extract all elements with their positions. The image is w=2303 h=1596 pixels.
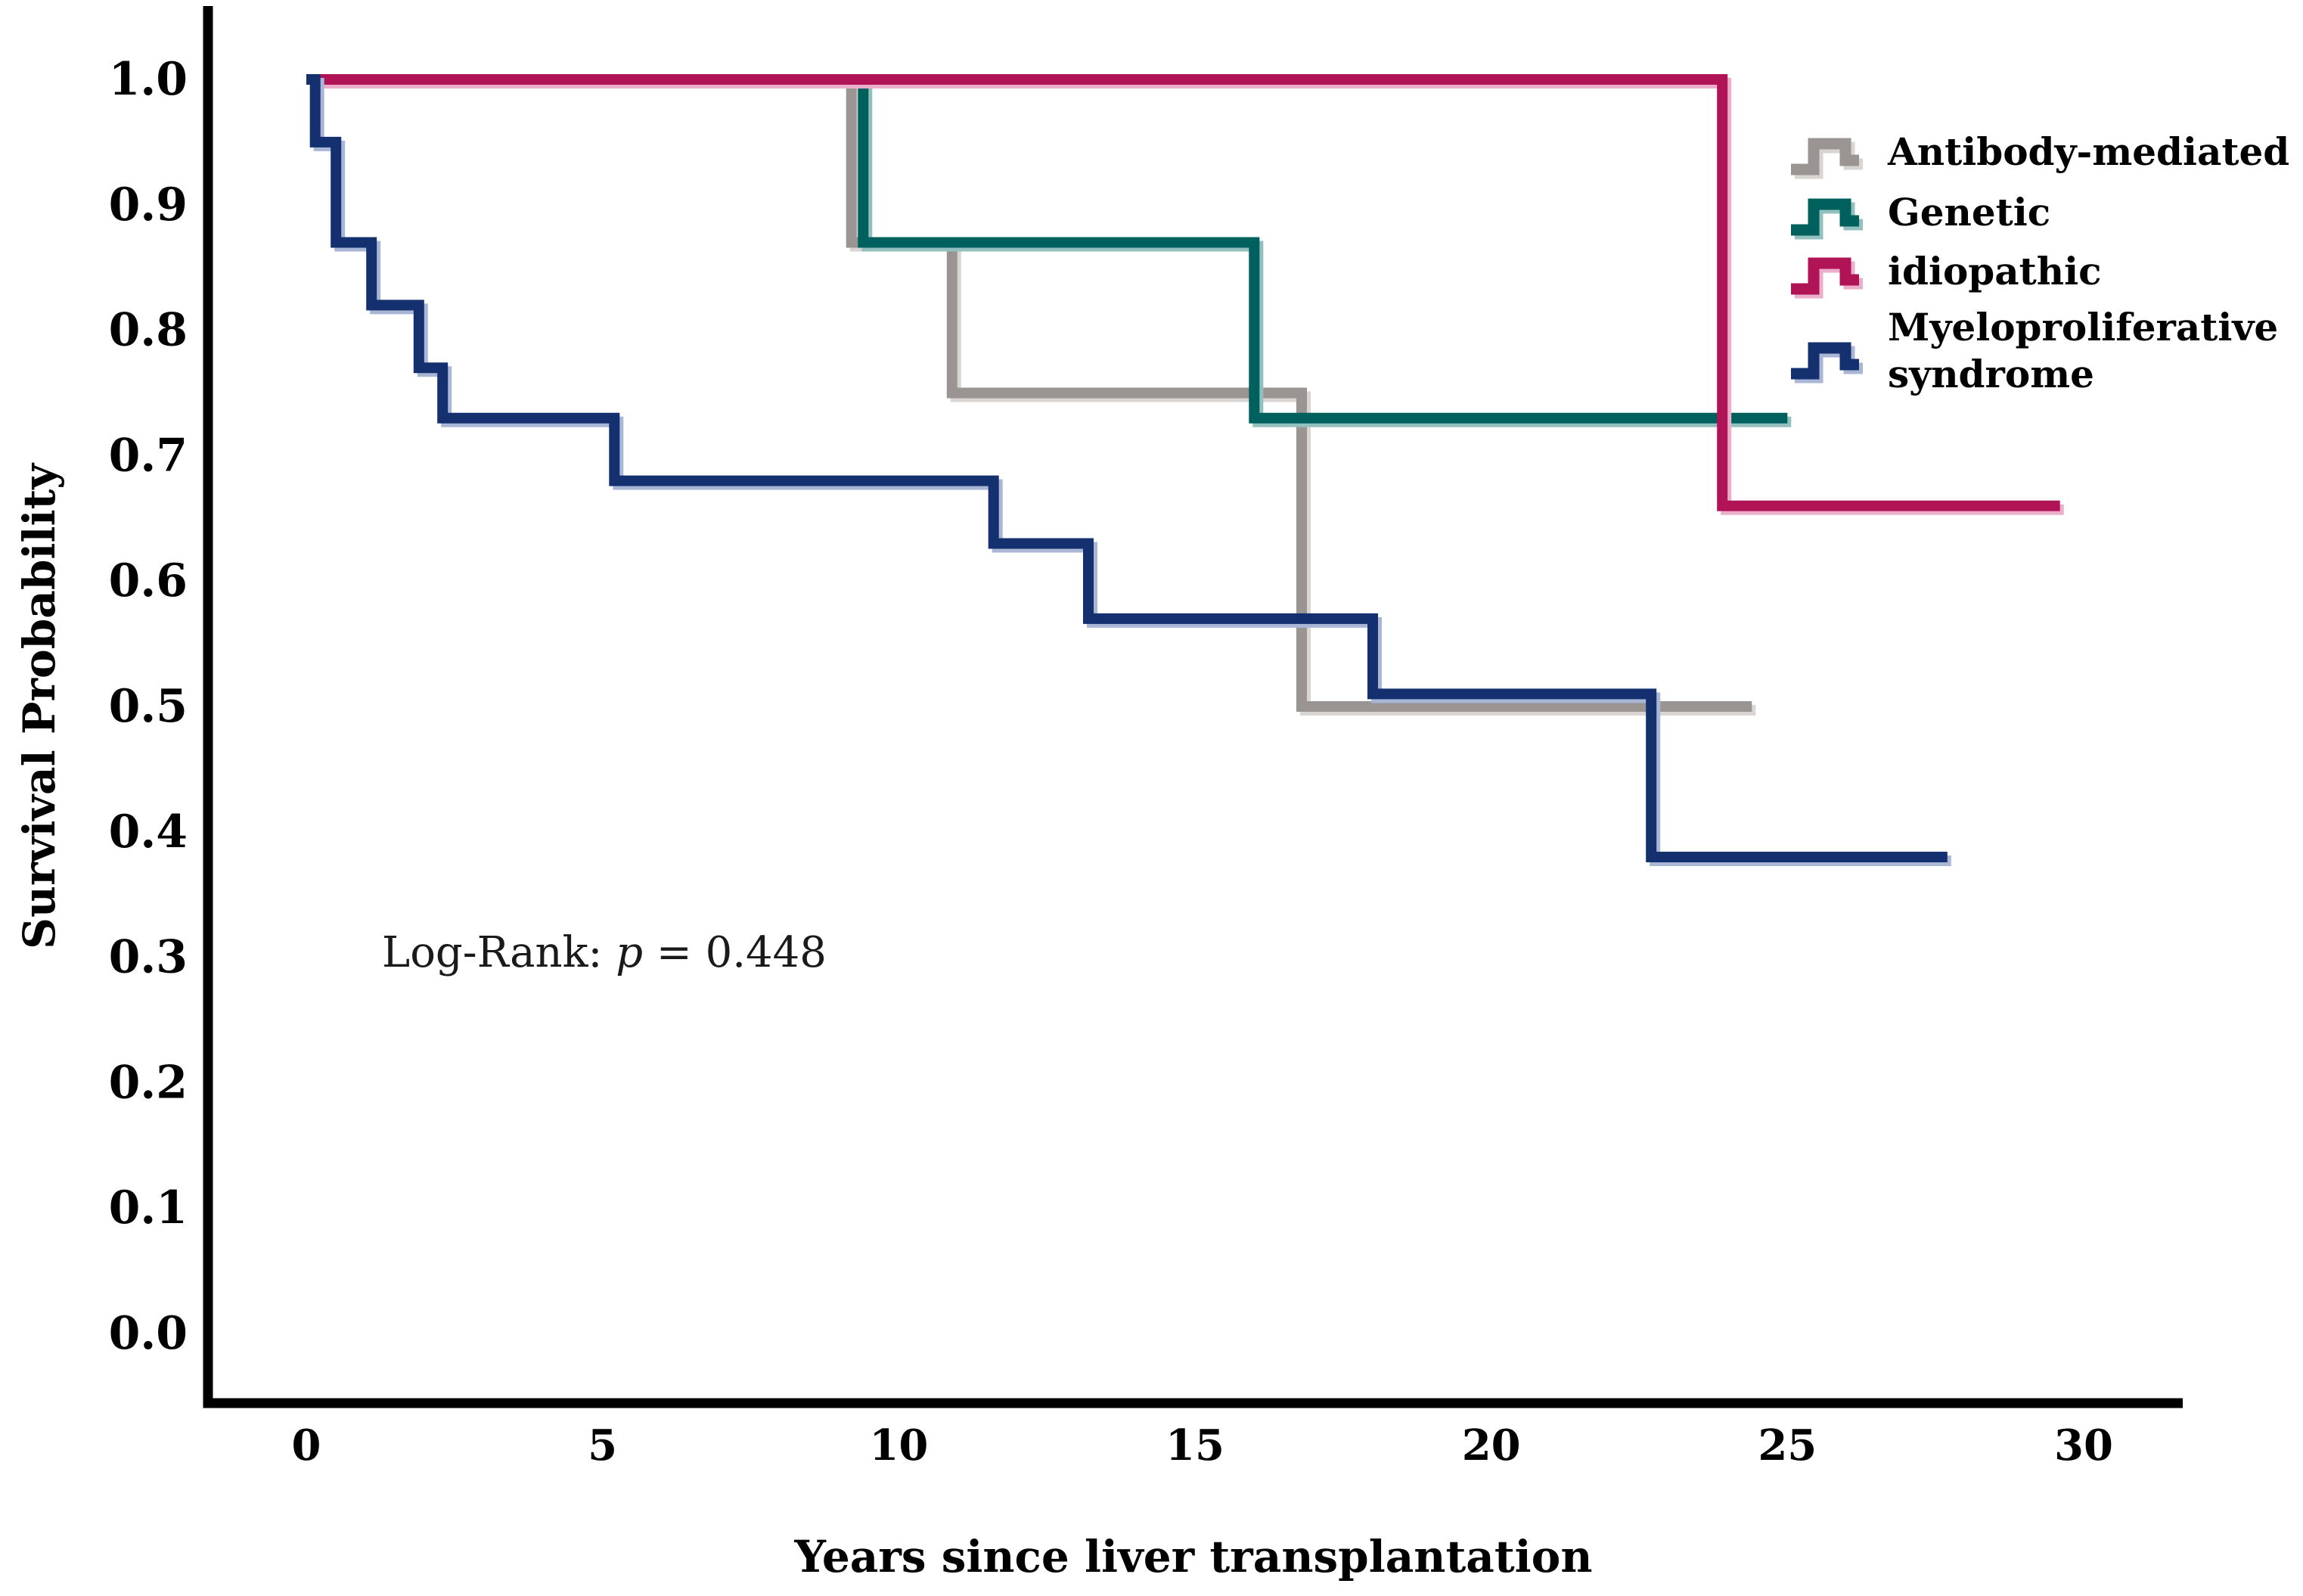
legend: Antibody-mediated Genetic idiopathic Myelop… xyxy=(1791,129,2289,396)
curve-idiopathic xyxy=(306,74,2060,511)
legend-label: Antibody-mediated xyxy=(1887,129,2289,174)
legend-step-icon xyxy=(1791,198,1859,236)
curve-antibody-mediated xyxy=(306,74,1752,712)
axis-tick-labels: 0 5 10 15 20 25 30 0.0 0.1 0.2 0.3 0.4 0.5 0.6 0.7 0.8 0… xyxy=(109,53,2113,1470)
survival-curves xyxy=(306,74,2064,866)
legend-step-icon xyxy=(1791,257,1859,295)
axes xyxy=(203,6,2183,1408)
legend-item-genetic: Genetic xyxy=(1791,190,2050,240)
y-tick-label-0.7: 0.7 xyxy=(109,429,188,482)
y-tick-label-0.2: 0.2 xyxy=(109,1056,188,1109)
y-tick-label-0.8: 0.8 xyxy=(109,304,188,357)
y-tick-label-0.9: 0.9 xyxy=(109,179,188,231)
x-tick-label-30: 30 xyxy=(2054,1421,2113,1470)
y-axis-title: Survival Probability xyxy=(14,462,65,949)
x-tick-label-5: 5 xyxy=(588,1421,617,1470)
y-tick-label-1.0: 1.0 xyxy=(109,53,188,106)
x-tick-label-15: 15 xyxy=(1165,1421,1224,1470)
x-tick-label-10: 10 xyxy=(869,1421,928,1470)
legend-label-line2: syndrome xyxy=(1888,352,2094,396)
y-tick-label-0.3: 0.3 xyxy=(109,931,188,984)
legend-step-icon xyxy=(1791,138,1859,175)
y-tick-label-0.1: 0.1 xyxy=(109,1181,188,1234)
y-tick-label-0.6: 0.6 xyxy=(109,554,188,607)
x-tick-label-25: 25 xyxy=(1758,1421,1817,1470)
legend-item-idiopathic: idiopathic xyxy=(1791,249,2102,299)
legend-label-line1: Myeloproliferative xyxy=(1888,305,2278,349)
curve-halo-genetic xyxy=(310,78,1792,427)
y-tick-label-0.5: 0.5 xyxy=(109,680,188,733)
y-tick-label-0.4: 0.4 xyxy=(109,806,188,859)
legend-step-icon xyxy=(1791,342,1859,380)
legend-label: Genetic xyxy=(1888,190,2050,234)
x-tick-label-0: 0 xyxy=(292,1421,321,1470)
x-axis-title: Years since liver transplantation xyxy=(793,1531,1592,1582)
legend-label: idiopathic xyxy=(1888,249,2102,293)
log-rank-annotation: Log-Rank: p = 0.448 xyxy=(382,928,827,977)
curve-halo-myeloproliferative-syndrome xyxy=(310,78,1951,866)
x-tick-label-20: 20 xyxy=(1462,1421,1521,1470)
y-tick-label-0.0: 0.0 xyxy=(109,1307,188,1360)
legend-item-antibody-mediated: Antibody-mediated xyxy=(1791,129,2289,179)
curve-myeloproliferative-syndrome xyxy=(306,74,1948,862)
